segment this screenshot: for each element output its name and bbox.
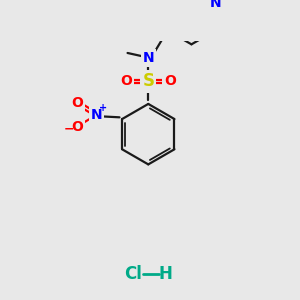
Text: N: N — [90, 108, 102, 122]
Text: N: N — [210, 0, 221, 10]
Text: N: N — [142, 51, 154, 65]
Text: O: O — [121, 74, 133, 88]
Text: S: S — [142, 73, 154, 91]
Text: −: − — [63, 122, 74, 135]
Text: +: + — [99, 103, 107, 113]
Text: O: O — [71, 96, 83, 110]
Text: O: O — [164, 74, 176, 88]
Text: H: H — [159, 265, 172, 283]
Text: O: O — [71, 120, 83, 134]
Text: Cl: Cl — [124, 265, 142, 283]
